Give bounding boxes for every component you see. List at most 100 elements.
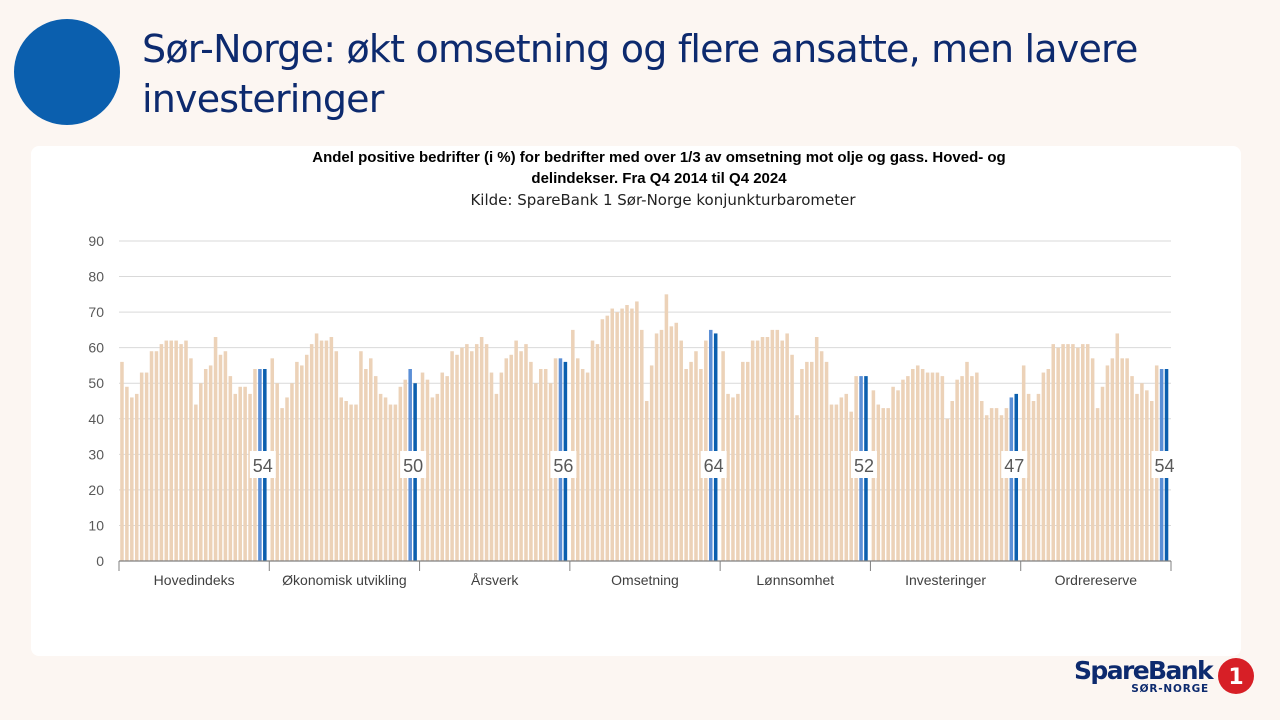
bar [169,340,173,561]
bar [824,361,829,561]
bar [713,333,718,561]
bar [369,358,373,561]
data-label: 54 [1155,456,1175,476]
bar [999,415,1004,561]
bar [199,383,203,561]
bar [780,340,784,561]
bar [980,401,984,561]
bar [383,397,388,561]
bar [144,372,149,561]
bar [750,340,755,561]
bar [329,337,334,561]
bar [935,372,940,561]
bar [605,315,610,561]
bar [314,333,319,561]
y-tick-label: 60 [88,340,104,356]
logo-number-text: 1 [1228,665,1243,690]
bar [1145,390,1149,561]
bar [334,351,339,561]
bar [285,397,289,561]
bar [659,329,664,561]
bar [354,404,358,561]
bar [1009,397,1014,561]
bar [1130,376,1134,561]
bar [741,361,745,561]
gridlines [119,240,1171,526]
bar-chart: Andel positive bedrifter (i %) for bedri… [88,149,1178,588]
bar [834,404,839,561]
bar [736,393,740,561]
bar [514,340,518,561]
bar [519,351,523,561]
bar [184,340,188,561]
bar [440,372,445,561]
slide-title: Sør-Norge: økt omsetning og flere ansatt… [142,27,1138,121]
x-category-label: Økonomisk utvikling [282,572,407,588]
bar [509,354,513,561]
bar [134,393,139,561]
bar [364,369,368,561]
bar [430,397,435,561]
y-tick-label: 30 [88,446,104,462]
bar [233,393,238,561]
bar [1150,401,1154,561]
data-label: 52 [854,456,874,476]
bar [189,358,193,561]
bar [819,351,824,561]
bar [275,383,279,561]
bar [760,337,765,561]
bar [465,344,469,561]
bar [174,340,178,561]
data-label: 47 [1004,456,1024,476]
bar [575,358,580,561]
data-label: 54 [253,456,273,476]
x-category-label: Lønnsomhet [756,572,834,588]
bar [474,344,479,561]
y-tick-label: 40 [88,411,104,427]
bar [455,354,459,561]
bar [280,408,284,561]
bar [630,308,634,561]
x-category-label: Årsverk [471,572,519,588]
bar [295,361,299,561]
bar [906,376,910,561]
bar [238,386,242,561]
bar [1031,401,1036,561]
bar [571,329,575,561]
bar [800,369,804,561]
bar [805,361,809,561]
chart-title-line-2: delindekser. Fra Q4 2014 til Q4 2024 [531,170,787,187]
bar [839,397,844,561]
bar [901,379,905,561]
bar [669,326,674,561]
data-label: 56 [553,456,573,476]
bar [504,358,509,561]
bar [543,369,548,561]
bar [1004,408,1009,561]
bar [585,372,590,561]
bar [610,308,614,561]
bar [930,372,935,561]
bar [726,393,730,561]
bar [425,379,430,561]
bar [120,361,124,561]
bar [300,365,304,561]
y-tick-label: 90 [88,233,104,249]
bar [684,369,688,561]
bar [1046,369,1051,561]
bar [319,340,324,561]
data-label-box [1151,451,1178,478]
bar [915,365,920,561]
bar [499,372,504,561]
bars [120,294,1169,561]
bar [125,386,129,561]
bar [223,351,228,561]
bar [203,369,208,561]
x-category-label: Investeringer [905,572,986,588]
bar [1066,344,1070,561]
bar [708,329,713,561]
bar [970,376,974,561]
bar [339,397,343,561]
bar [1081,344,1085,561]
x-category-label: Hovedindeks [154,572,235,588]
